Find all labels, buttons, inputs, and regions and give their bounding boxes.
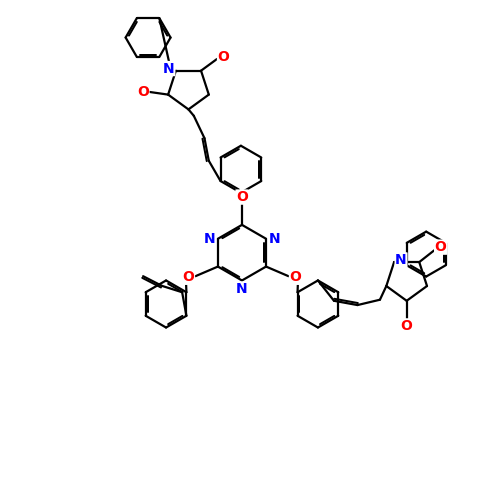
Text: O: O	[434, 240, 446, 254]
Text: O: O	[182, 270, 194, 284]
Text: O: O	[236, 190, 248, 204]
Text: N: N	[269, 232, 280, 246]
Text: N: N	[163, 62, 175, 76]
Text: N: N	[236, 282, 248, 296]
Text: O: O	[290, 270, 302, 284]
Text: O: O	[400, 319, 412, 333]
Text: N: N	[204, 232, 215, 246]
Text: O: O	[218, 50, 230, 64]
Text: O: O	[137, 85, 149, 99]
Text: N: N	[395, 253, 407, 267]
